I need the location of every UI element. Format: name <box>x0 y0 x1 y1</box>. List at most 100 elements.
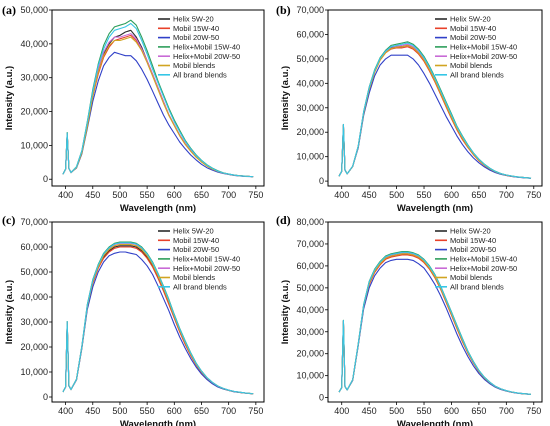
y-tick-label: 20,000 <box>20 107 48 117</box>
panel-label: (d) <box>276 213 291 227</box>
legend-entry: Helix+Mobil 15W-40 <box>450 43 517 52</box>
panel-b: (b) 400 450 500 550 600 650 700 750 0 10,000 20,000… <box>276 3 543 214</box>
y-tick-label: 10,000 <box>20 367 48 377</box>
y-tick-label: 60,000 <box>296 29 324 39</box>
legend-entry: Helix+Mobil 15W-40 <box>450 255 517 264</box>
x-axis-title: Wavelength (nm) <box>120 419 196 426</box>
x-tick-label: 750 <box>526 190 541 200</box>
y-tick-label: 10,000 <box>20 140 48 150</box>
legend-entry: Mobil 20W-50 <box>173 33 219 42</box>
panel-a: (a) 400 450 500 550 600 650 700 750 0 10,000 20,000… <box>2 3 265 214</box>
x-axis-title: Wavelength (nm) <box>397 203 473 214</box>
y-tick-label: 60,000 <box>296 261 324 271</box>
x-tick-label: 600 <box>167 190 182 200</box>
panel-label: (a) <box>2 3 16 17</box>
y-tick-label: 0 <box>319 176 324 186</box>
x-tick-label: 650 <box>194 406 209 416</box>
legend-entry: Helix+Mobil 20W-50 <box>173 264 240 273</box>
y-tick-label: 50,000 <box>296 283 324 293</box>
legend-entry: Mobil 15W-40 <box>450 24 496 33</box>
legend-entry: All brand blends <box>173 70 227 79</box>
series-line-3 <box>338 258 532 395</box>
legend-entry: Helix+Mobil 20W-50 <box>450 52 517 61</box>
x-axis-title: Wavelength (nm) <box>397 419 473 426</box>
x-tick-label: 700 <box>499 406 514 416</box>
x-tick-label: 700 <box>221 190 236 200</box>
legend-entry: Helix+Mobil 15W-40 <box>173 43 240 52</box>
panel-c: (c) 400 450 500 550 600 650 700 750 0 10,000 20,000… <box>2 213 265 426</box>
x-tick-label: 700 <box>221 406 236 416</box>
legend-entry: Mobil 20W-50 <box>450 33 496 42</box>
y-tick-label: 10,000 <box>296 371 324 381</box>
y-tick-label: 20,000 <box>296 349 324 359</box>
x-tick-label: 550 <box>417 190 432 200</box>
y-tick-label: 50,000 <box>20 5 48 15</box>
series-line-2 <box>338 46 532 179</box>
y-tick-label: 0 <box>43 174 48 184</box>
x-tick-label: 650 <box>471 190 486 200</box>
x-tick-label: 400 <box>334 406 349 416</box>
panel-d: (d) 400 450 500 550 600 650 700 750 0 10,000 20,000… <box>276 213 543 426</box>
legend-entry: Mobil 20W-50 <box>450 245 496 254</box>
legend-entry: Helix 5W-20 <box>173 227 214 236</box>
x-tick-label: 600 <box>167 406 182 416</box>
y-tick-label: 10,000 <box>296 152 324 162</box>
series-line-4 <box>338 251 532 395</box>
x-tick-label: 450 <box>85 190 100 200</box>
y-tick-label: 40,000 <box>296 305 324 315</box>
legend-entry: Mobil 20W-50 <box>173 245 219 254</box>
y-axis-title: Intensity (a.u.) <box>4 66 15 130</box>
y-tick-label: 0 <box>43 392 48 402</box>
y-axis-title: Intensity (a.u.) <box>280 280 291 344</box>
x-tick-label: 400 <box>334 190 349 200</box>
legend-entry: Helix+Mobil 15W-40 <box>173 255 240 264</box>
legend-entry: Mobil 15W-40 <box>173 236 219 245</box>
x-tick-label: 650 <box>471 406 486 416</box>
y-tick-label: 50,000 <box>20 267 48 277</box>
panel-label: (b) <box>276 3 291 17</box>
panel-label: (c) <box>2 213 15 227</box>
x-tick-label: 750 <box>248 406 263 416</box>
x-tick-label: 550 <box>140 190 155 200</box>
legend-entry: Mobil 15W-40 <box>173 24 219 33</box>
y-tick-label: 60,000 <box>20 242 48 252</box>
legend-entry: Mobil blends <box>173 273 215 282</box>
plot-frame <box>51 9 265 187</box>
y-tick-label: 40,000 <box>20 292 48 302</box>
y-axis-title: Intensity (a.u.) <box>4 280 15 344</box>
y-tick-label: 0 <box>319 393 324 403</box>
x-tick-label: 400 <box>58 190 73 200</box>
y-tick-label: 40,000 <box>296 78 324 88</box>
x-tick-label: 550 <box>140 406 155 416</box>
legend-entry: Helix+Mobil 20W-50 <box>450 264 517 273</box>
x-tick-label: 400 <box>58 406 73 416</box>
y-tick-label: 70,000 <box>296 239 324 249</box>
x-tick-label: 700 <box>499 190 514 200</box>
legend-entry: Mobil blends <box>173 61 215 70</box>
legend-entry: All brand blends <box>450 282 504 291</box>
plot-frame <box>327 221 543 403</box>
x-tick-label: 500 <box>112 406 127 416</box>
x-tick-label: 750 <box>248 190 263 200</box>
x-tick-label: 450 <box>362 190 377 200</box>
series-line-4 <box>338 41 532 179</box>
legend-entry: All brand blends <box>450 70 504 79</box>
x-tick-label: 600 <box>444 406 459 416</box>
y-axis-title: Intensity (a.u.) <box>280 66 291 130</box>
legend-entry: Helix+Mobil 20W-50 <box>173 52 240 61</box>
x-tick-label: 750 <box>526 406 541 416</box>
x-axis-title: Wavelength (nm) <box>120 203 196 214</box>
x-tick-label: 550 <box>417 406 432 416</box>
y-tick-label: 30,000 <box>296 103 324 113</box>
y-tick-label: 30,000 <box>20 73 48 83</box>
x-tick-label: 650 <box>194 190 209 200</box>
y-tick-label: 20,000 <box>20 342 48 352</box>
legend-entry: Mobil 15W-40 <box>450 236 496 245</box>
legend-entry: Helix 5W-20 <box>173 15 214 24</box>
series-line-7 <box>338 251 532 395</box>
x-tick-label: 600 <box>444 190 459 200</box>
y-tick-label: 70,000 <box>296 5 324 15</box>
legend-entry: Helix 5W-20 <box>450 227 491 236</box>
series-line-7 <box>62 242 254 395</box>
